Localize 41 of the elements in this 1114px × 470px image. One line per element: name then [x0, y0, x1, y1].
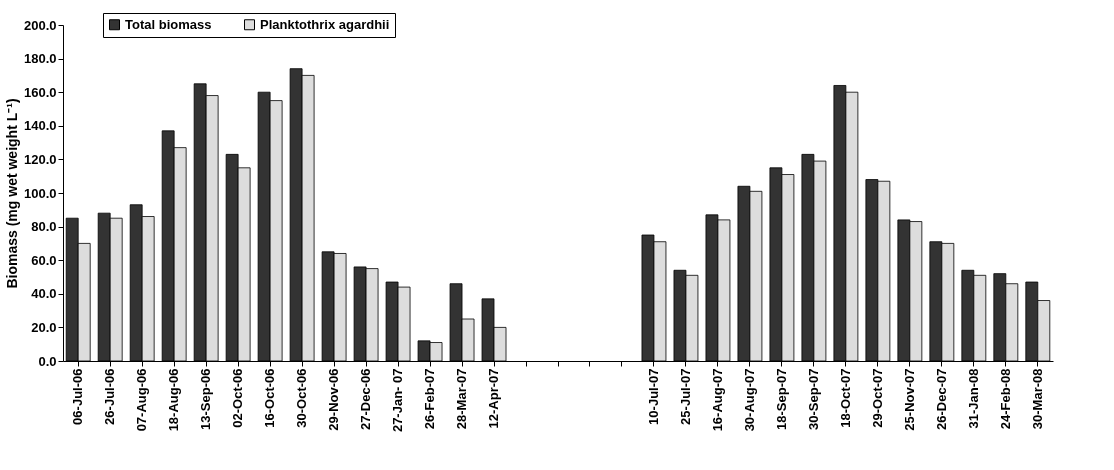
x-tick-label: 10-Jul-07 — [645, 368, 661, 425]
x-tick-label: 25-Jul-07 — [677, 368, 693, 425]
y-tick-label: 120.0 — [23, 151, 57, 167]
x-tick-label: 16-Aug-07 — [709, 368, 725, 432]
y-axis-title: Biomass (mg wet weight L⁻¹) — [3, 98, 20, 289]
x-tick-label: 27-Jan- 07 — [390, 368, 406, 433]
x-tick-label: 16-Oct-06 — [262, 368, 278, 428]
x-tick-label: 28-Mar-07 — [454, 368, 470, 430]
x-tick-label: 26-Jul-06 — [102, 368, 118, 425]
x-tick-label: 18-Sep-07 — [773, 368, 789, 430]
x-tick-label: 18-Aug-06 — [166, 368, 182, 432]
y-tick-label: 100.0 — [23, 185, 57, 201]
legend-label: Total biomass — [125, 16, 212, 32]
y-tick-label: 40.0 — [31, 286, 57, 302]
x-tick-label: 27-Dec-06 — [358, 368, 374, 430]
x-tick-label: 26-Feb-07 — [422, 368, 438, 430]
x-tick-label: 13-Sep-06 — [198, 368, 214, 430]
x-tick-label: 02-Oct-06 — [230, 368, 246, 428]
x-tick-label: 29-Oct-07 — [869, 368, 885, 428]
legend-label: Planktothrix agardhii — [260, 16, 390, 32]
y-tick-label: 0.0 — [38, 353, 57, 369]
x-tick-label: 25-Nov-07 — [901, 368, 917, 431]
x-tick-label: 30-Aug-07 — [741, 368, 757, 432]
x-tick-label: 30-Oct-06 — [294, 368, 310, 428]
x-tick-label: 30-Sep-07 — [805, 368, 821, 430]
y-tick-label: 80.0 — [31, 219, 57, 235]
x-tick-label: 31-Jan-08 — [965, 368, 981, 429]
x-tick-label: 24-Feb-08 — [997, 368, 1013, 430]
y-tick-label: 180.0 — [23, 51, 57, 67]
y-tick-label: 20.0 — [31, 319, 57, 335]
y-tick-label: 60.0 — [31, 252, 57, 268]
x-tick-label: 07-Aug-06 — [134, 368, 150, 432]
x-tick-label: 30-Mar-08 — [1029, 368, 1045, 430]
y-tick-label: 160.0 — [23, 84, 57, 100]
y-tick-label: 140.0 — [23, 118, 57, 134]
x-tick-label: 26-Dec-07 — [933, 368, 949, 430]
x-tick-label: 29-Nov-06 — [326, 368, 342, 431]
x-tick-label: 18-Oct-07 — [837, 368, 853, 428]
x-tick-label: 12-Apr-07 — [486, 368, 502, 429]
x-tick-label: 06-Jul-06 — [70, 368, 86, 425]
y-tick-label: 200.0 — [23, 17, 57, 33]
